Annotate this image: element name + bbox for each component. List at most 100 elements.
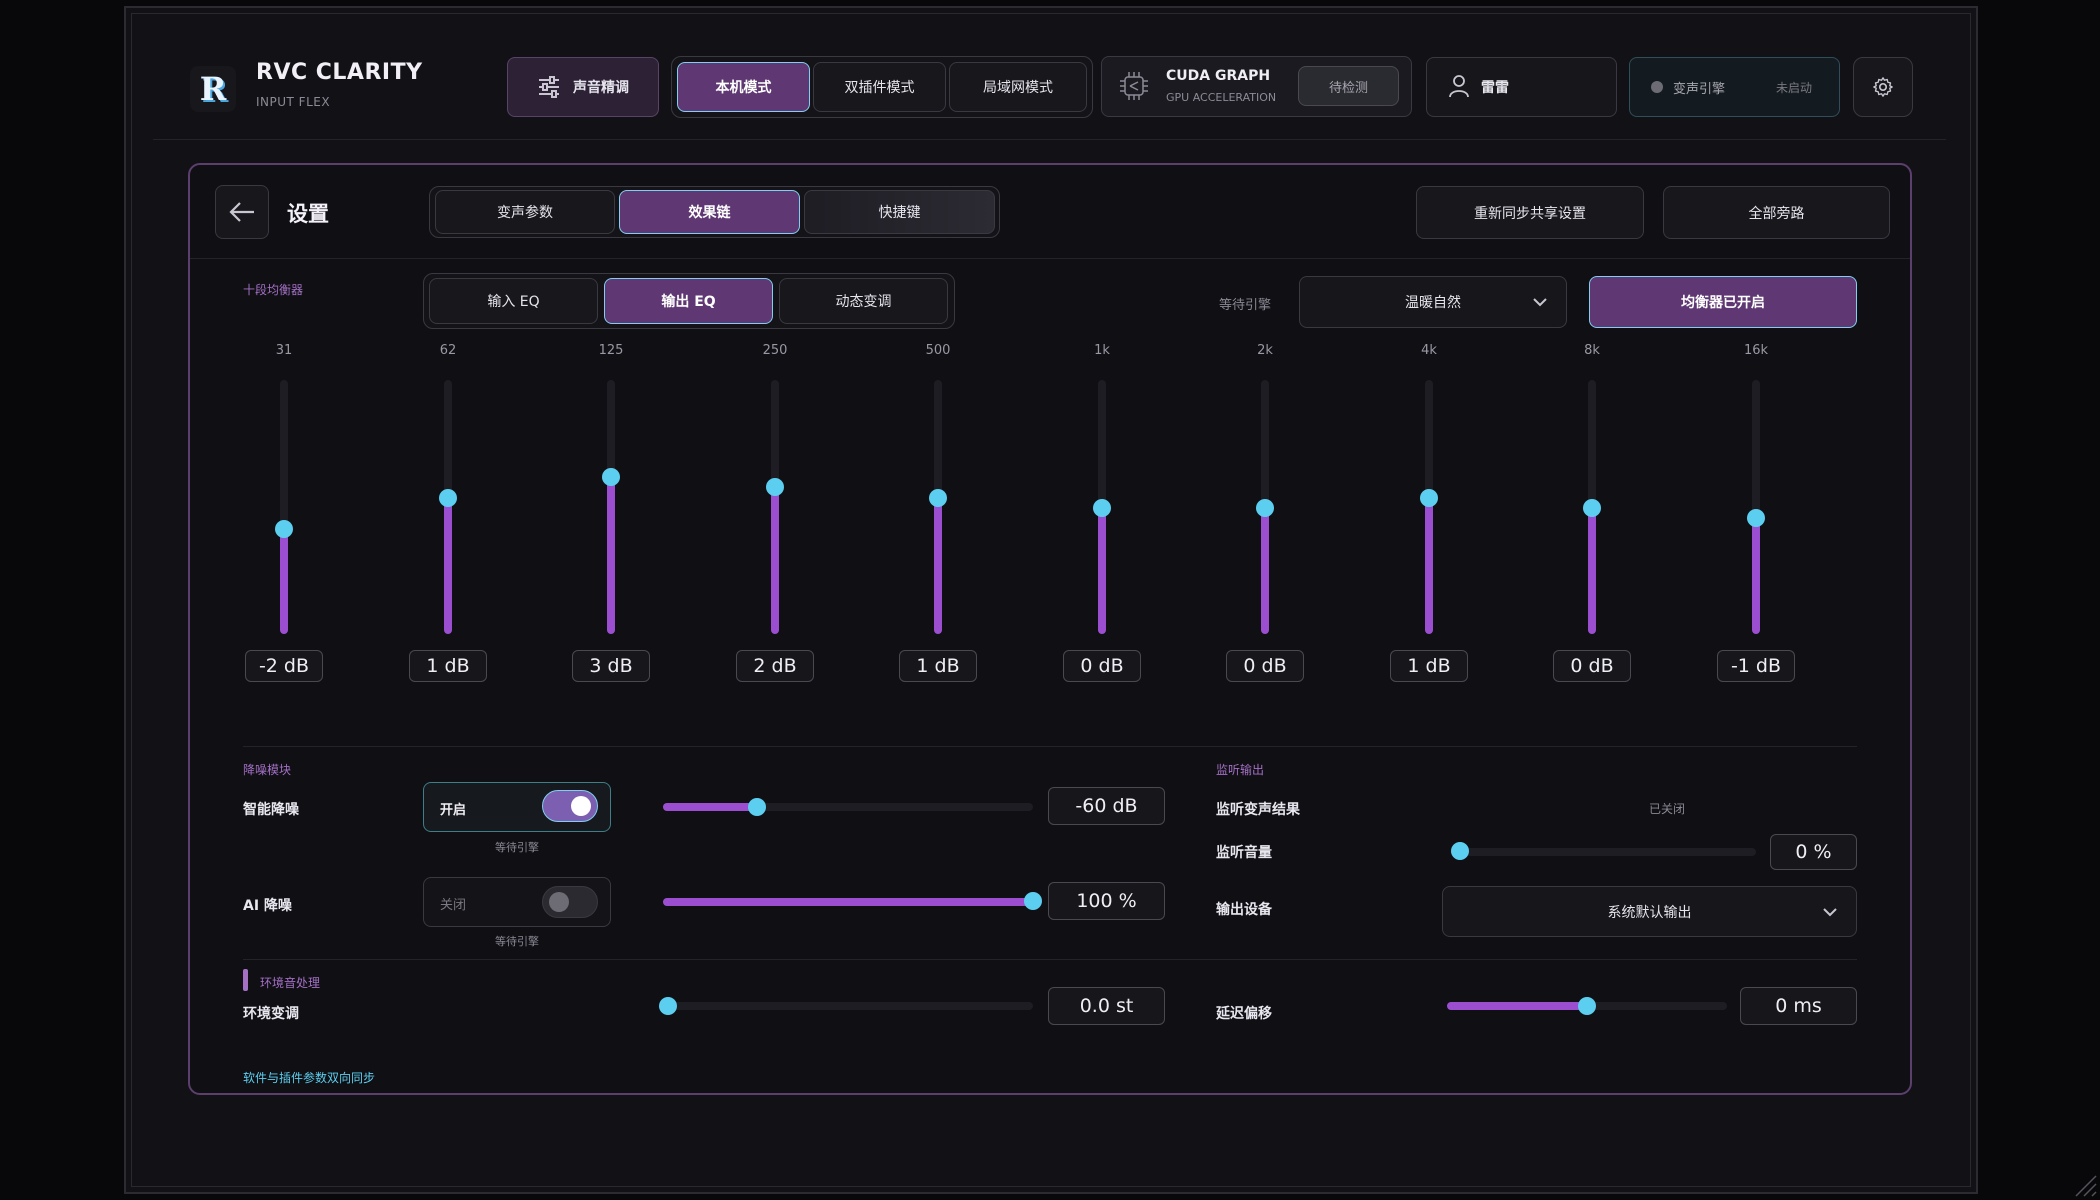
- ai-denoise-slider-knob[interactable]: [1024, 892, 1042, 910]
- header-divider: [153, 139, 1946, 140]
- app-name: RVC CLARITY: [256, 60, 423, 85]
- bidirectional-sync-note[interactable]: 软件与插件参数双向同步: [243, 1071, 376, 1085]
- eq-band-value[interactable]: 1 dB: [1390, 650, 1468, 682]
- sliders-icon: [539, 76, 559, 98]
- eq-band-freq-label: 125: [598, 343, 624, 358]
- eq-band-fill: [1752, 518, 1760, 634]
- cuda-subtitle: GPU ACCELERATION: [1166, 91, 1277, 104]
- resync-label: 重新同步共享设置: [1474, 205, 1586, 222]
- monitor-volume-value[interactable]: 0 %: [1770, 834, 1857, 870]
- eq-band-value[interactable]: 1 dB: [409, 650, 487, 682]
- mid-divider: [243, 959, 1857, 960]
- ai-denoise-value[interactable]: 100 %: [1048, 882, 1165, 920]
- eq-band-freq-label: 500: [925, 343, 951, 358]
- eq-band-fill: [1098, 508, 1106, 634]
- output-device-select[interactable]: 系统默认输出: [1442, 886, 1857, 937]
- eq-band-value[interactable]: -1 dB: [1717, 650, 1795, 682]
- eq-band-knob[interactable]: [602, 468, 620, 486]
- chip-icon: [1120, 72, 1148, 100]
- eq-band-value[interactable]: 3 dB: [572, 650, 650, 682]
- user-name: 雷雷: [1481, 80, 1509, 96]
- subtab-input-eq[interactable]: 输入 EQ: [429, 278, 598, 324]
- eq-band-knob[interactable]: [439, 489, 457, 507]
- eq-band-track[interactable]: [1752, 380, 1760, 634]
- mode-local-button[interactable]: 本机模式: [677, 62, 810, 112]
- resync-shared-settings-button[interactable]: 重新同步共享设置: [1416, 186, 1644, 239]
- eq-band-freq-label: 16k: [1743, 343, 1769, 358]
- eq-band-value[interactable]: 0 dB: [1063, 650, 1141, 682]
- engine-status-dot: [1651, 81, 1663, 93]
- delay-offset-value[interactable]: 0 ms: [1740, 987, 1857, 1025]
- tab-voice-params[interactable]: 变声参数: [435, 190, 615, 234]
- smart-denoise-slider-track[interactable]: [663, 803, 1033, 811]
- eq-band-knob[interactable]: [1256, 499, 1274, 517]
- eq-band-fill: [1588, 508, 1596, 634]
- ambient-pitch-knob[interactable]: [659, 997, 677, 1015]
- ai-denoise-status: 等待引擎: [495, 935, 539, 948]
- voice-engine-status[interactable]: [1629, 57, 1840, 117]
- monitor-result-state[interactable]: 已关闭: [1649, 802, 1686, 816]
- voice-tune-button[interactable]: 声音精调: [507, 57, 659, 117]
- cuda-check-button[interactable]: 待检测: [1298, 66, 1399, 106]
- eq-band-knob[interactable]: [275, 520, 293, 538]
- eq-band-freq-label: 31: [275, 343, 293, 358]
- user-account-button[interactable]: [1426, 57, 1617, 117]
- eq-enabled-button[interactable]: 均衡器已开启: [1589, 276, 1857, 328]
- mode-lan-button[interactable]: 局域网模式: [949, 62, 1087, 112]
- delay-offset-knob[interactable]: [1578, 997, 1596, 1015]
- eq-band-knob[interactable]: [1583, 499, 1601, 517]
- smart-denoise-value[interactable]: -60 dB: [1048, 787, 1165, 825]
- eq-preset-select[interactable]: 温暖自然: [1299, 276, 1567, 328]
- monitor-volume-track[interactable]: [1454, 848, 1756, 856]
- delay-offset-fill: [1447, 1002, 1587, 1010]
- eq-band-value[interactable]: 1 dB: [899, 650, 977, 682]
- panel-header-divider: [190, 258, 1910, 259]
- ambient-pitch-label: 环境变调: [243, 1006, 299, 1022]
- eq-band-freq-label: 4k: [1421, 343, 1437, 358]
- eq-band-fill: [444, 498, 452, 634]
- eq-band-knob[interactable]: [766, 478, 784, 496]
- noise-section-label: 降噪模块: [243, 763, 292, 777]
- smart-denoise-status: 等待引擎: [495, 841, 539, 854]
- voice-tune-label: 声音精调: [573, 80, 629, 96]
- tab-effect-chain[interactable]: 效果链: [619, 190, 800, 234]
- output-device-label: 输出设备: [1216, 902, 1272, 918]
- smart-denoise-switch[interactable]: [542, 790, 598, 822]
- mode-local-label: 本机模式: [715, 80, 772, 96]
- ambient-pitch-track[interactable]: [663, 1002, 1033, 1010]
- eq-band-freq-label: 1k: [1094, 343, 1110, 358]
- tab-hotkeys[interactable]: 快捷键: [804, 190, 995, 234]
- logo-letter: R: [199, 70, 227, 108]
- subtab-dynamic-pitch[interactable]: 动态变调: [779, 278, 948, 324]
- smart-denoise-slider-knob[interactable]: [748, 798, 766, 816]
- eq-band-value[interactable]: -2 dB: [245, 650, 323, 682]
- eq-band-value[interactable]: 0 dB: [1226, 650, 1304, 682]
- eq-band-knob[interactable]: [1747, 509, 1765, 527]
- bypass-all-button[interactable]: 全部旁路: [1663, 186, 1890, 239]
- subtab-output-eq[interactable]: 输出 EQ: [604, 278, 773, 324]
- cuda-check-label: 待检测: [1328, 80, 1368, 96]
- settings-button[interactable]: [1853, 57, 1913, 117]
- ambient-pitch-value[interactable]: 0.0 st: [1048, 987, 1165, 1025]
- monitor-volume-label: 监听音量: [1216, 845, 1272, 861]
- eq-band-fill: [934, 498, 942, 634]
- eq-band-track[interactable]: [280, 380, 288, 634]
- chevron-down-icon: [1823, 907, 1837, 916]
- eq-band-knob[interactable]: [929, 489, 947, 507]
- mode-dual-plugin-button[interactable]: 双插件模式: [813, 62, 946, 112]
- chevron-down-icon: [1533, 298, 1547, 307]
- resize-grip-icon[interactable]: [2062, 1162, 2098, 1198]
- ai-denoise-switch[interactable]: [542, 886, 598, 918]
- eq-band-knob[interactable]: [1093, 499, 1111, 517]
- eq-band-fill: [607, 477, 615, 634]
- eq-band-value[interactable]: 2 dB: [736, 650, 814, 682]
- eq-band-knob[interactable]: [1420, 489, 1438, 507]
- eq-band-freq-label: 2k: [1257, 343, 1273, 358]
- monitor-result-label: 监听变声结果: [1216, 802, 1300, 818]
- eq-band-value[interactable]: 0 dB: [1553, 650, 1631, 682]
- monitor-volume-knob[interactable]: [1451, 842, 1469, 860]
- ambient-section-label: 环境音处理: [260, 976, 321, 990]
- back-button[interactable]: [215, 185, 269, 239]
- eq-preset-value: 温暖自然: [1405, 295, 1461, 311]
- smart-denoise-label: 智能降噪: [243, 802, 299, 818]
